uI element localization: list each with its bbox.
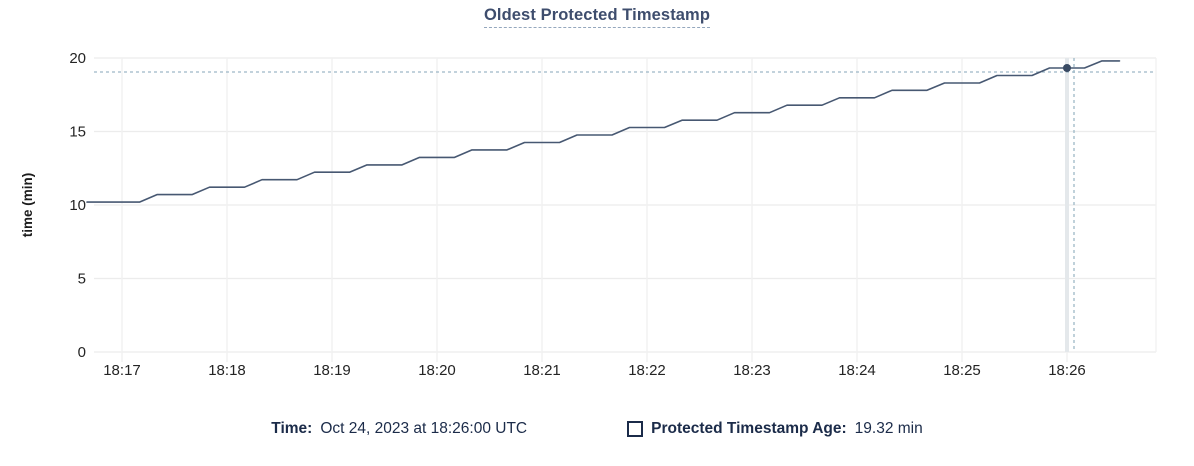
chart-legend: Time: Oct 24, 2023 at 18:26:00 UTC Prote… (0, 420, 1194, 438)
x-tick-label: 18:21 (523, 362, 561, 379)
series-line-protected-timestamp-age (86, 60, 1121, 203)
hover-column-band (1065, 58, 1069, 352)
chart-title-row: Oldest Protected Timestamp (0, 6, 1194, 28)
x-tick-label: 18:20 (418, 362, 456, 379)
y-tick-label: 20 (69, 50, 86, 67)
chart-title[interactable]: Oldest Protected Timestamp (483, 6, 711, 28)
y-tick-label: 5 (78, 271, 86, 288)
y-axis-title: time (min) (20, 173, 35, 238)
legend-series-label[interactable]: Protected Timestamp Age: (651, 420, 847, 437)
checkbox-unchecked-icon[interactable] (627, 421, 644, 437)
x-tick-label: 18:24 (838, 362, 876, 379)
legend-time-value: Oct 24, 2023 at 18:26:00 UTC (320, 420, 528, 437)
x-tick-label: 18:19 (313, 362, 351, 379)
y-tick-label: 10 (69, 197, 86, 214)
y-tick-label: 0 (78, 344, 86, 361)
x-tick-label: 18:25 (943, 362, 981, 379)
hover-point-dot (1063, 63, 1071, 72)
legend-series-value: 19.32 min (854, 420, 923, 437)
chart-canvas[interactable]: 0 5 10 15 20 18:17 18:18 18:19 18:20 18:21 18:22 18… (0, 0, 1194, 400)
x-tick-label: 18:23 (733, 362, 771, 379)
x-tick-label: 18:22 (628, 362, 666, 379)
y-tick-label: 15 (69, 124, 86, 141)
legend-time-label: Time: (271, 420, 313, 437)
x-tick-label: 18:26 (1048, 362, 1086, 379)
x-tick-label: 18:18 (208, 362, 246, 379)
x-tick-label: 18:17 (103, 362, 141, 379)
